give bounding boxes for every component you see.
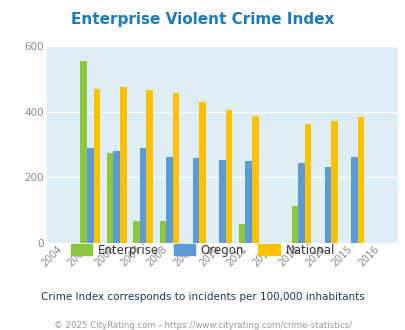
Bar (297, 163, 304, 243)
Text: Crime Index corresponds to incidents per 100,000 inhabitants: Crime Index corresponds to incidents per… (41, 292, 364, 302)
Text: Enterprise Violent Crime Index: Enterprise Violent Crime Index (71, 12, 334, 26)
Bar (133, 221, 139, 243)
Bar (218, 160, 225, 243)
Bar (238, 224, 245, 243)
Bar (291, 206, 297, 243)
Bar (225, 110, 232, 243)
Bar (93, 89, 100, 243)
Bar (146, 90, 153, 243)
Bar (80, 61, 87, 243)
Bar (192, 158, 199, 243)
Bar (87, 148, 93, 243)
Bar (324, 167, 330, 243)
Bar (166, 157, 173, 243)
Bar (304, 124, 311, 243)
Bar (113, 151, 119, 243)
Bar (159, 221, 166, 243)
Bar (199, 102, 205, 243)
Bar (252, 115, 258, 243)
Bar (330, 121, 337, 243)
Bar (139, 148, 146, 243)
Bar (350, 157, 357, 243)
Text: © 2025 CityRating.com - https://www.cityrating.com/crime-statistics/: © 2025 CityRating.com - https://www.city… (54, 321, 351, 330)
Bar (107, 152, 113, 243)
Bar (173, 93, 179, 243)
Legend: Enterprise, Oregon, National: Enterprise, Oregon, National (66, 239, 339, 261)
Bar (357, 117, 363, 243)
Bar (119, 87, 126, 243)
Bar (245, 161, 252, 243)
